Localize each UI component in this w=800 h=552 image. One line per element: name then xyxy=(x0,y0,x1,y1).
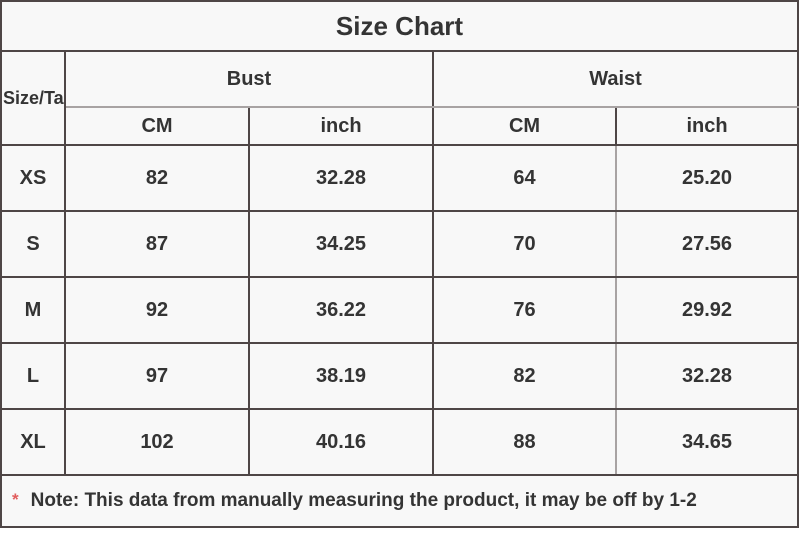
page-title: Size Chart xyxy=(0,0,800,52)
table-row-xs: XS 82 32.28 64 25.20 xyxy=(0,144,800,212)
bust-cm-cell: 82 xyxy=(64,144,250,212)
bust-inch-header: inch xyxy=(248,106,434,146)
waist-inch-cell: 25.20 xyxy=(614,144,800,212)
table-row-xl: XL 102 40.16 88 34.65 xyxy=(0,408,800,476)
waist-inch-cell: 32.28 xyxy=(614,342,800,410)
unit-header-row: CM inch CM inch xyxy=(1,106,800,146)
note-cell: * Note: This data from manually measuring… xyxy=(0,474,800,528)
note-asterisk: * xyxy=(12,490,19,509)
bust-inch-cell: 32.28 xyxy=(248,144,434,212)
title-row: Size Chart xyxy=(0,0,800,52)
size-cell: XS xyxy=(0,144,66,212)
waist-cm-header: CM xyxy=(432,106,617,146)
size-cell: L xyxy=(0,342,66,410)
bust-inch-cell: 40.16 xyxy=(248,408,434,476)
size-cell: S xyxy=(0,210,66,278)
bust-inch-cell: 34.25 xyxy=(248,210,434,278)
waist-cm-cell: 88 xyxy=(432,408,617,476)
waist-cm-cell: 70 xyxy=(432,210,617,278)
table-row-m: M 92 36.22 76 29.92 xyxy=(0,276,800,344)
bust-group-header: Bust xyxy=(64,50,434,108)
note-row: * Note: This data from manually measuring… xyxy=(0,474,800,528)
bust-inch-cell: 36.22 xyxy=(248,276,434,344)
waist-inch-cell: 29.92 xyxy=(614,276,800,344)
waist-group-header: Waist xyxy=(431,50,800,108)
bust-cm-cell: 97 xyxy=(64,342,250,410)
group-header-row: Size/Tag Bust Waist xyxy=(0,50,800,146)
bust-cm-cell: 92 xyxy=(64,276,250,344)
table-row-l: L 97 38.19 82 32.28 xyxy=(0,342,800,410)
waist-cm-cell: 64 xyxy=(432,144,617,212)
corner-header-size-tag: Size/Tag xyxy=(0,50,66,146)
waist-cm-cell: 76 xyxy=(432,276,617,344)
bust-cm-cell: 102 xyxy=(64,408,250,476)
bust-cm-cell: 87 xyxy=(64,210,250,278)
waist-cm-cell: 82 xyxy=(432,342,617,410)
table-row-s: S 87 34.25 70 27.56 xyxy=(0,210,800,278)
bust-cm-header: CM xyxy=(64,106,250,146)
waist-inch-cell: 27.56 xyxy=(614,210,800,278)
waist-inch-cell: 34.65 xyxy=(614,408,800,476)
bust-inch-cell: 38.19 xyxy=(248,342,434,410)
corner-header-label: Size/Tag xyxy=(3,87,64,108)
waist-inch-header: inch xyxy=(614,106,800,146)
size-cell: XL xyxy=(0,408,66,476)
size-chart-table: Size Chart Size/Tag Bust Waist CM inch C… xyxy=(0,0,800,528)
size-cell: M xyxy=(0,276,66,344)
note-text: Note: This data from manually measuring … xyxy=(30,490,697,511)
